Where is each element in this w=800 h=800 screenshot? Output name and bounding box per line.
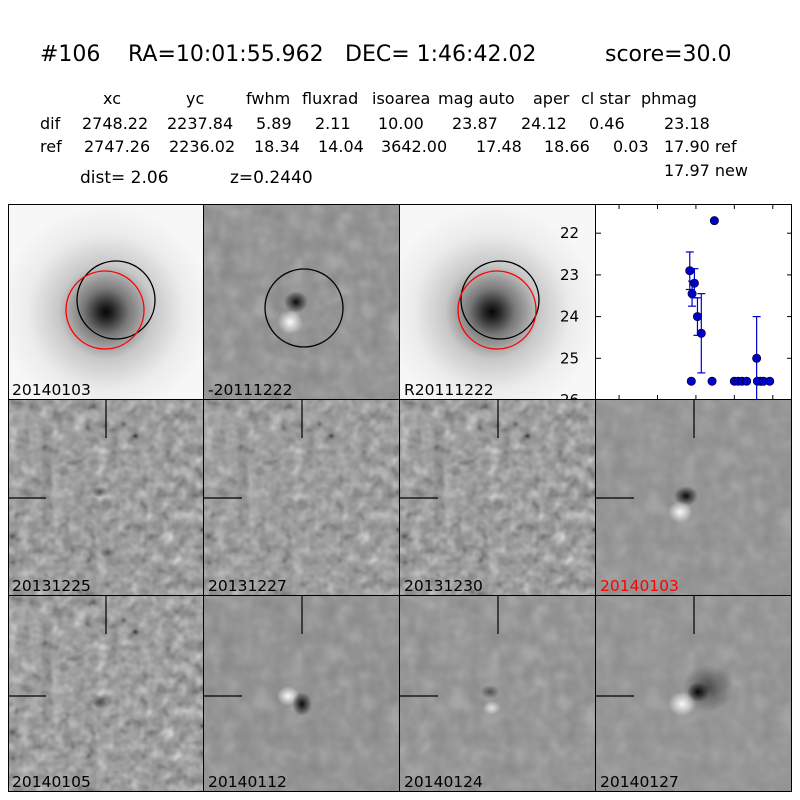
data-point (707, 376, 717, 386)
difference-stamp (596, 400, 792, 596)
data-point (689, 278, 699, 288)
col-header: aper (533, 89, 570, 108)
detection-circle (460, 260, 540, 340)
distance-value: dist= 2.06 (80, 168, 169, 188)
table-cell: 23.18 (664, 114, 710, 133)
difference-stamp (400, 596, 596, 792)
y-tick-label: 24 (560, 308, 579, 326)
table-cell: 10.00 (378, 114, 424, 133)
dec-coordinate: DEC= 1:46:42.02 (345, 42, 537, 67)
stamp-image: 20140127 (596, 596, 792, 792)
grid-divider (203, 204, 204, 792)
col-header: isoarea (372, 89, 431, 108)
panel-label: 20140112 (208, 773, 287, 791)
col-header: xc (103, 89, 121, 108)
table-cell: 3642.00 (381, 137, 448, 156)
detection-circle (76, 260, 156, 340)
stamp-image: 20131225 (8, 400, 204, 596)
stamp-image: 20140112 (204, 596, 400, 792)
difference-image: -20111222 (204, 204, 400, 400)
row-label: ref (40, 137, 62, 156)
col-header: cl star (581, 89, 631, 108)
galaxy-image (400, 204, 596, 400)
table-cell: 17.48 (476, 137, 522, 156)
row-label: dif (40, 114, 61, 133)
panel-label: 20140105 (12, 773, 91, 791)
light-curve-plot: 2223242526−100−50050100 (560, 204, 792, 424)
galaxy-image (8, 204, 204, 400)
table-cell: 18.66 (544, 137, 590, 156)
galaxy-image-new: 20140103 (8, 204, 204, 400)
panel-label: 20131230 (404, 577, 483, 595)
panel-label: R20111222 (404, 381, 494, 399)
panel-label: 20131227 (208, 577, 287, 595)
candidate-id: #106 (40, 42, 101, 67)
grid-divider (595, 204, 596, 792)
detection-circle (264, 268, 344, 348)
panel-label: 20131225 (12, 577, 91, 595)
panel-label: -20111222 (208, 381, 293, 399)
panel-label-highlight: 20140103 (600, 577, 679, 595)
noise-image (8, 596, 204, 792)
stamp-image: 20140124 (400, 596, 596, 792)
col-header: fwhm (246, 89, 291, 108)
panel-label: 20140103 (12, 381, 91, 399)
redshift-value: z=0.2440 (230, 168, 313, 188)
reference-circle (65, 270, 145, 350)
y-tick-label: 23 (560, 266, 579, 284)
grid-divider (8, 399, 792, 400)
table-cell: 2.11 (315, 114, 351, 133)
y-tick-label: 22 (560, 224, 579, 242)
table-cell: 0.46 (589, 114, 625, 133)
score: score=30.0 (605, 42, 732, 67)
panel-label: 20140127 (600, 773, 679, 791)
table-cell: 23.87 (452, 114, 498, 133)
difference-stamp (596, 596, 792, 792)
data-point (765, 376, 775, 386)
difference-stamp (204, 596, 400, 792)
col-header: fluxrad (302, 89, 359, 108)
col-header: phmag (641, 89, 697, 108)
col-header: mag auto (438, 89, 515, 108)
data-point (696, 328, 706, 338)
y-tick-label: 25 (560, 349, 579, 367)
table-cell: 2748.22 (82, 114, 149, 133)
data-point (752, 353, 762, 363)
reference-circle (457, 270, 537, 350)
phmag-new: 17.97 new (664, 161, 748, 180)
grid-divider (399, 204, 400, 792)
table-cell: 2236.02 (169, 137, 236, 156)
noise-image (400, 400, 596, 596)
data-point (709, 216, 719, 226)
table-cell: 24.12 (521, 114, 567, 133)
table-cell: 0.03 (613, 137, 649, 156)
noise-image (204, 400, 400, 596)
table-cell: 5.89 (256, 114, 292, 133)
data-point (685, 266, 695, 276)
data-point (742, 376, 752, 386)
stamp-image: 20131227 (204, 400, 400, 596)
col-header: yc (186, 89, 205, 108)
ra-coordinate: RA=10:01:55.962 (128, 42, 324, 67)
table-cell: 14.04 (318, 137, 364, 156)
galaxy-image-reference: R20111222 (400, 204, 596, 400)
table-cell: 2237.84 (167, 114, 234, 133)
grid-divider (8, 595, 792, 596)
data-point (692, 312, 702, 322)
data-point (687, 289, 697, 299)
table-cell: 17.90 ref (664, 137, 737, 156)
noise-image (204, 204, 400, 400)
panel-label: 20140124 (404, 773, 483, 791)
stamp-image: 20140103 (596, 400, 792, 596)
noise-image (8, 400, 204, 596)
stamp-image: 20140105 (8, 596, 204, 792)
data-point (686, 376, 696, 386)
stamp-image: 20131230 (400, 400, 596, 596)
table-cell: 18.34 (254, 137, 300, 156)
table-cell: 2747.26 (84, 137, 151, 156)
light-curve-chart: 2223242526−100−50050100 (560, 204, 792, 424)
